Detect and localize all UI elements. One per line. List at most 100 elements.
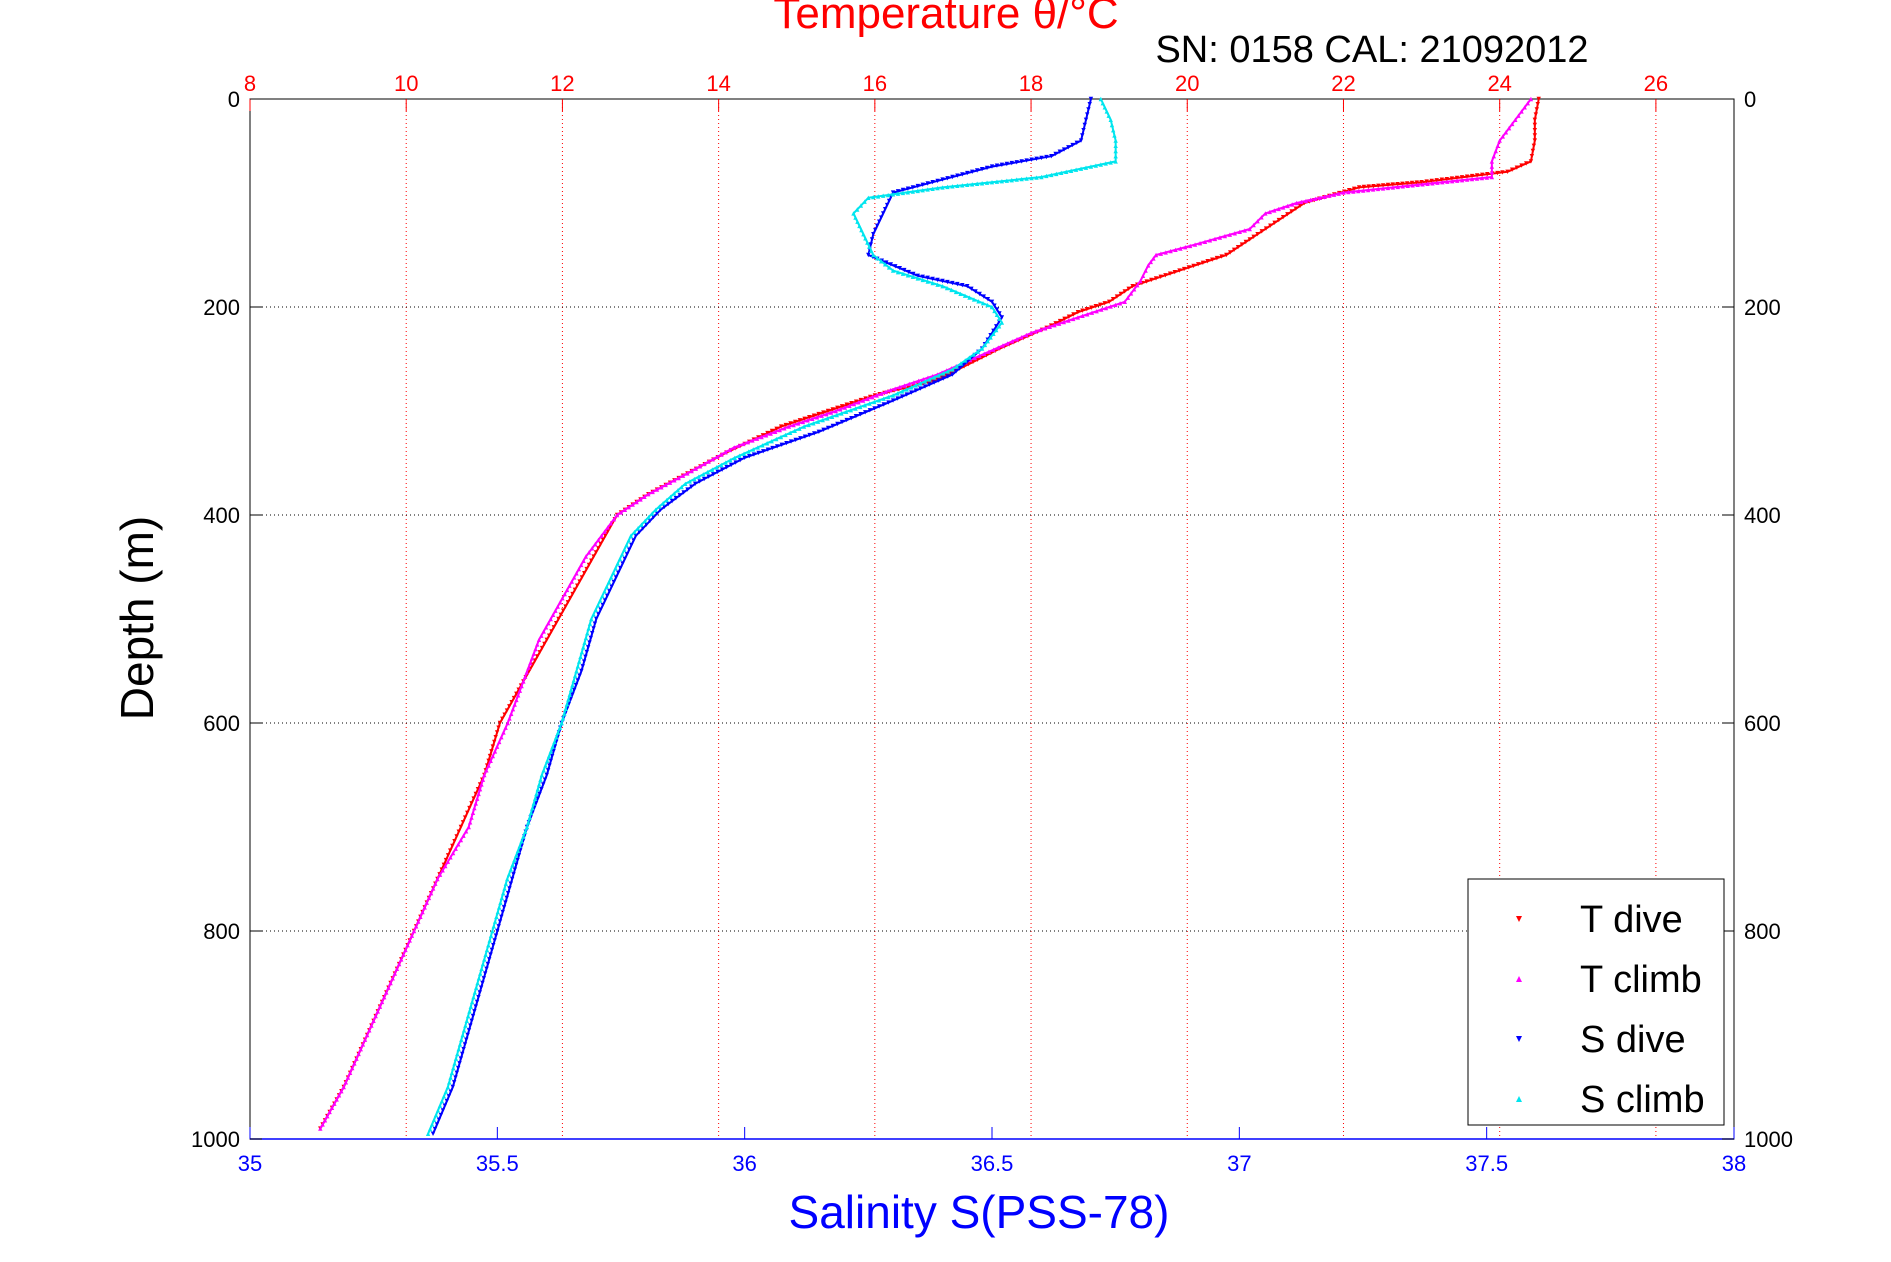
data-point (800, 419, 806, 425)
data-point (456, 829, 461, 834)
data-point (498, 900, 503, 905)
data-point (1484, 175, 1490, 180)
data-point (877, 219, 882, 224)
data-point (693, 466, 699, 471)
data-point (844, 402, 849, 407)
data-point (1073, 167, 1079, 172)
data-point (509, 711, 514, 716)
data-point (881, 396, 886, 401)
data-point (491, 942, 496, 948)
data-point (469, 1018, 474, 1024)
data-point (591, 626, 596, 631)
data-point (701, 472, 706, 477)
top-tick-label: 22 (1331, 71, 1355, 96)
data-point (318, 1126, 323, 1131)
data-point (882, 262, 888, 267)
data-point (584, 649, 590, 655)
data-point (1251, 234, 1256, 239)
data-point (411, 928, 417, 934)
data-point (902, 383, 907, 388)
data-point (572, 587, 578, 593)
data-point (615, 561, 620, 566)
data-point (878, 259, 884, 264)
data-point (626, 538, 631, 543)
data-point (484, 768, 489, 773)
data-point (1440, 180, 1445, 185)
data-point (991, 347, 996, 352)
data-point (325, 1113, 330, 1119)
data-point (514, 697, 519, 703)
data-point (861, 232, 866, 237)
top-tick-label: 20 (1175, 71, 1199, 96)
data-point (853, 399, 859, 404)
data-point (440, 1108, 446, 1113)
data-point (741, 451, 747, 456)
data-point (476, 791, 481, 797)
data-point (1068, 168, 1074, 173)
data-point (1172, 269, 1177, 275)
data-point (352, 1061, 357, 1066)
data-point (892, 386, 898, 391)
data-point (567, 583, 572, 588)
data-point (1114, 294, 1120, 299)
data-point (1532, 128, 1538, 133)
data-point (1103, 305, 1109, 311)
data-point (512, 857, 517, 863)
data-point (1061, 147, 1067, 152)
data-point (1385, 182, 1391, 188)
data-point (614, 512, 620, 518)
data-point (470, 1013, 476, 1019)
data-point (970, 169, 975, 174)
data-point (596, 612, 601, 617)
data-point (882, 207, 888, 212)
data-point (529, 656, 535, 661)
data-point (1259, 229, 1265, 234)
data-point (574, 668, 579, 674)
data-point (1444, 176, 1450, 182)
data-point (557, 600, 563, 605)
data-point (867, 401, 872, 406)
data-point (609, 584, 614, 589)
data-point (475, 980, 480, 986)
data-point (544, 637, 549, 642)
data-point (792, 419, 798, 425)
data-point (671, 491, 677, 496)
data-point (973, 289, 978, 294)
data-point (830, 407, 835, 412)
data-point (570, 591, 575, 597)
data-point (985, 302, 990, 308)
data-point (555, 730, 561, 735)
data-point (405, 942, 410, 948)
data-point (911, 380, 917, 385)
data-point (499, 914, 504, 920)
data-point (469, 801, 474, 806)
data-point (1010, 339, 1015, 344)
data-point (1255, 219, 1260, 224)
data-point (327, 1109, 332, 1115)
data-point (1385, 185, 1391, 191)
data-point (747, 453, 752, 459)
data-point (920, 187, 925, 193)
data-point (578, 562, 584, 568)
data-point (955, 281, 960, 287)
data-point (902, 267, 907, 273)
data-point (1000, 343, 1006, 348)
data-point (452, 1061, 457, 1066)
data-point (537, 650, 542, 655)
data-point (428, 890, 434, 896)
data-point (579, 575, 585, 580)
data-point (536, 637, 542, 642)
data-point (592, 621, 598, 626)
data-point (451, 1065, 456, 1071)
bottom-tick-label: 38 (1722, 1151, 1746, 1176)
data-point (523, 829, 528, 834)
data-point (436, 1117, 442, 1122)
data-point (710, 472, 716, 477)
data-point (487, 957, 492, 962)
data-point (543, 763, 548, 768)
data-point (1272, 220, 1277, 226)
data-point (433, 881, 438, 886)
data-point (499, 734, 504, 740)
data-point (462, 1042, 468, 1047)
data-point (1113, 148, 1118, 154)
